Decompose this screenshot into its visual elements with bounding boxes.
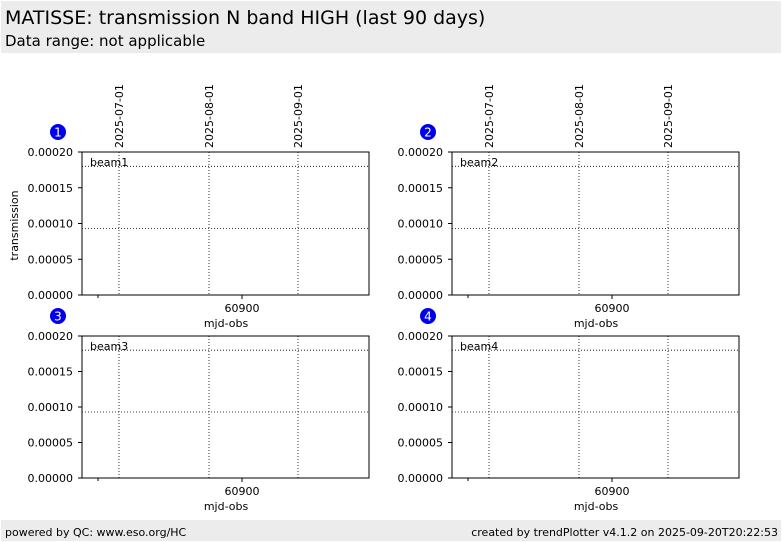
plot-panel-3: 0.00000 0.00005 0.00010 0.00015 0.00020 60900… — [28, 308, 370, 513]
y-tick-label: 0.00015 — [398, 182, 444, 195]
beam-label: beam2 — [460, 156, 498, 169]
panel-badge-number: 2 — [424, 126, 432, 140]
panel-badge-number: 4 — [424, 310, 432, 324]
beam-label: beam1 — [90, 156, 128, 169]
y-tick-label: 0.00005 — [398, 253, 444, 266]
plot-frame — [451, 335, 740, 479]
footer-bar: powered by QC: www.eso.org/HC created by… — [1, 520, 781, 541]
y-tick-label: 0.00000 — [28, 289, 74, 302]
x-axis-label: mjd-obs — [204, 500, 249, 513]
date-tick-label: 2025-07-01 — [483, 84, 496, 148]
y-tick-label: 0.00010 — [398, 218, 444, 231]
date-tick-label: 2025-09-01 — [292, 84, 305, 148]
y-tick-label: 0.00005 — [28, 437, 74, 450]
date-tick-label: 2025-09-01 — [662, 84, 675, 148]
plot-panel-4: 0.00000 0.00005 0.00010 0.00015 0.00020 60900… — [398, 308, 740, 513]
x-tick-label: 60900 — [595, 302, 630, 315]
y-tick-label: 0.00010 — [28, 218, 74, 231]
panel-badge — [50, 308, 66, 324]
plot-panel-1: 0.00000 0.00005 0.00010 0.00015 0.00020 60900… — [8, 84, 370, 330]
date-tick-label: 2025-08-01 — [573, 84, 586, 148]
panel-badge — [50, 124, 66, 140]
date-tick-label: 2025-07-01 — [113, 84, 126, 148]
beam-label: beam3 — [90, 340, 128, 353]
y-tick-label: 0.00015 — [28, 366, 74, 379]
y-tick-label: 0.00015 — [28, 182, 74, 195]
x-axis-label: mjd-obs — [574, 500, 619, 513]
x-tick-label: 60900 — [595, 485, 630, 498]
panel-badge-number: 1 — [54, 126, 62, 140]
plot-frame — [451, 151, 740, 296]
x-tick-label: 60900 — [225, 485, 260, 498]
y-axis-label: transmission — [8, 190, 21, 260]
y-tick-label: 0.00015 — [398, 366, 444, 379]
y-tick-label: 0.00020 — [28, 146, 74, 159]
x-tick-label: 60900 — [225, 302, 260, 315]
page-title: MATISSE: transmission N band HIGH (last … — [5, 7, 486, 29]
y-tick-label: 0.00020 — [398, 330, 444, 343]
plot-frame — [81, 151, 370, 296]
footer-created: created by trendPlotter v4.1.2 on 2025-0… — [471, 526, 778, 539]
y-tick-label: 0.00000 — [398, 472, 444, 485]
date-tick-label: 2025-08-01 — [203, 84, 216, 148]
y-tick-label: 0.00000 — [28, 472, 74, 485]
y-tick-label: 0.00010 — [28, 401, 74, 414]
y-tick-label: 0.00005 — [28, 253, 74, 266]
x-axis-label: mjd-obs — [204, 317, 249, 330]
y-tick-label: 0.00020 — [398, 146, 444, 159]
beam-label: beam4 — [460, 340, 498, 353]
page-subtitle: Data range: not applicable — [5, 32, 206, 50]
plot-frame — [81, 335, 370, 479]
header-bar: MATISSE: transmission N band HIGH (last … — [1, 1, 781, 53]
y-tick-label: 0.00000 — [398, 289, 444, 302]
panel-badge-number: 3 — [54, 310, 62, 324]
x-axis-label: mjd-obs — [574, 317, 619, 330]
panel-badge — [420, 308, 436, 324]
y-tick-label: 0.00005 — [398, 437, 444, 450]
footer-credit: powered by QC: www.eso.org/HC — [5, 526, 187, 539]
panel-badge — [420, 124, 436, 140]
y-tick-label: 0.00020 — [28, 330, 74, 343]
y-tick-label: 0.00010 — [398, 401, 444, 414]
plot-panel-2: 0.00000 0.00005 0.00010 0.00015 0.00020 60900… — [398, 84, 740, 330]
